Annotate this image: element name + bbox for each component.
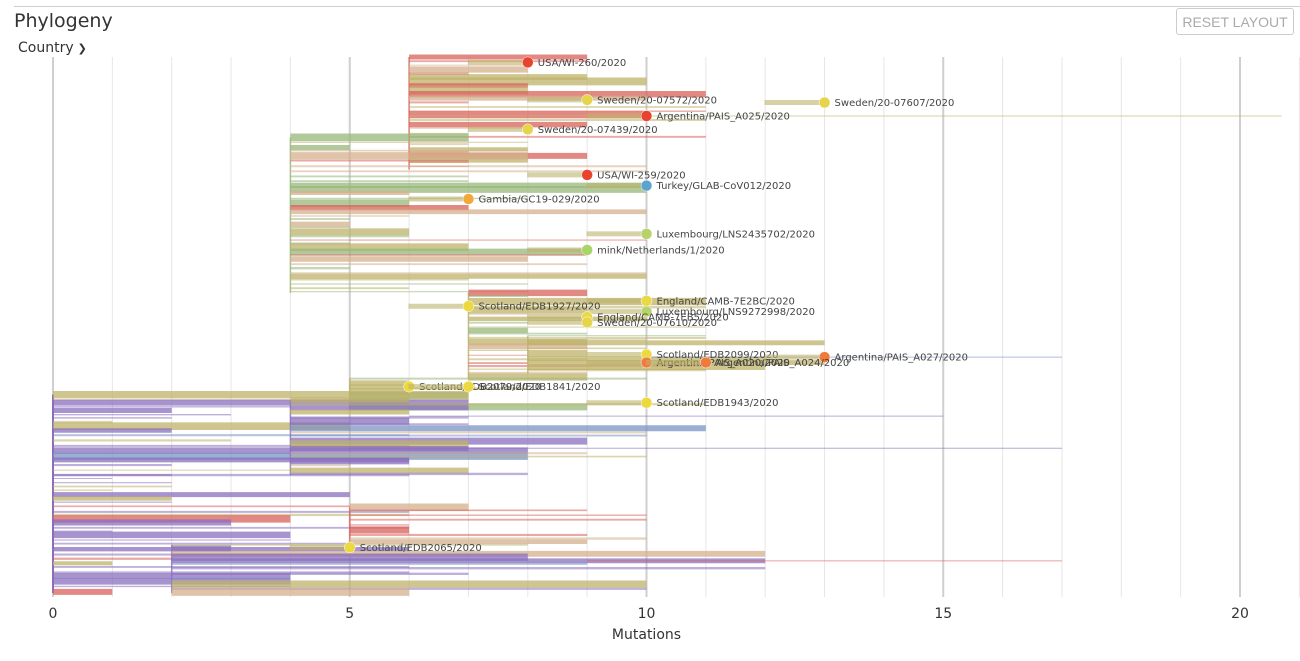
tip-label: mink/Netherlands/1/2020 bbox=[597, 245, 725, 256]
tip-marker[interactable] bbox=[818, 96, 831, 109]
x-tick-label: 20 bbox=[1231, 606, 1249, 622]
tip-marker[interactable] bbox=[522, 123, 534, 136]
tip-marker[interactable] bbox=[640, 110, 653, 122]
tip-node[interactable]: Argentina/PAIS_A024/2020 bbox=[645, 356, 849, 369]
tip-marker[interactable] bbox=[581, 316, 593, 329]
x-axis: 0 5 10 15 20 Mutations bbox=[49, 606, 1249, 643]
tip-node[interactable]: Scotland/EDB1927/2020 bbox=[408, 300, 600, 313]
tip-node[interactable]: mink/Netherlands/1/2020 bbox=[527, 244, 725, 256]
tip-node[interactable]: Scotland/EDB1841/2020 bbox=[408, 380, 600, 393]
tip-node[interactable]: USA/WI-259/2020 bbox=[527, 169, 686, 181]
tip-marker[interactable] bbox=[640, 295, 653, 307]
tip-label: Sweden/20-07572/2020 bbox=[597, 95, 717, 106]
tip-label: Argentina/PAIS_A027/2020 bbox=[835, 353, 968, 364]
color-by-label: Country bbox=[18, 40, 74, 56]
branches bbox=[52, 54, 1282, 596]
tip-node[interactable]: Turkey/GLAB-CoV012/2020 bbox=[586, 179, 792, 192]
tip-node[interactable]: Sweden/20-07607/2020 bbox=[764, 96, 955, 109]
tip-node[interactable]: USA/WI-260/2020 bbox=[467, 56, 626, 69]
tip-label: Scotland/EDB2079/2020 bbox=[419, 382, 541, 393]
x-tick-label: 0 bbox=[49, 606, 58, 622]
tip-node[interactable]: Scotland/EDB2065/2020 bbox=[289, 541, 482, 554]
tip-node[interactable]: Scotland/EDB2099/2020 bbox=[586, 348, 779, 361]
tip-marker[interactable] bbox=[522, 56, 534, 69]
tip-node[interactable]: Luxembourg/LNS9272998/2020 bbox=[586, 305, 815, 318]
x-tick-label: 15 bbox=[934, 606, 952, 622]
tip-node[interactable]: Sweden/20-07572/2020 bbox=[527, 94, 717, 106]
tip-label: Scotland/EDB1943/2020 bbox=[657, 398, 779, 409]
tip-marker[interactable] bbox=[581, 169, 593, 181]
x-tick-label: 5 bbox=[345, 606, 354, 622]
tips: USA/WI-260/2020 Sweden/20-07572/2020 Swede… bbox=[289, 56, 968, 554]
tip-marker[interactable] bbox=[640, 305, 653, 318]
panel-title: Phylogeny bbox=[14, 10, 113, 32]
tip-label: USA/WI-259/2020 bbox=[597, 170, 685, 181]
tip-label: Luxembourg/LNS9272998/2020 bbox=[657, 307, 815, 318]
tip-label: Sweden/20-07610/2020 bbox=[597, 318, 717, 329]
tip-node[interactable]: Gambia/GC19-029/2020 bbox=[408, 193, 600, 206]
tip-node[interactable]: Sweden/20-07610/2020 bbox=[527, 316, 717, 329]
color-by-dropdown[interactable]: Country ❯ bbox=[18, 40, 87, 56]
tip-label: Gambia/GC19-029/2020 bbox=[478, 195, 599, 206]
x-tick-label: 10 bbox=[638, 606, 656, 622]
tip-node[interactable]: Argentina/PAIS_A025/2020 bbox=[586, 110, 790, 122]
reset-layout-button[interactable]: RESET LAYOUT bbox=[1176, 8, 1294, 35]
tip-node[interactable]: Scotland/EDB1943/2020 bbox=[586, 396, 779, 409]
tip-marker[interactable] bbox=[640, 228, 653, 240]
chevron-down-icon: ❯ bbox=[77, 42, 87, 55]
tip-label: Argentina/PAIS_A025/2020 bbox=[657, 111, 790, 122]
tip-label: Argentina/PAIS_A024/2020 bbox=[716, 358, 849, 369]
tip-label: Scotland/EDB2065/2020 bbox=[360, 543, 482, 554]
tip-marker[interactable] bbox=[462, 380, 475, 393]
tip-marker[interactable] bbox=[581, 94, 593, 106]
tip-label: England/CAMB-7E2BC/2020 bbox=[657, 296, 795, 307]
tip-marker[interactable] bbox=[462, 300, 475, 312]
tip-marker[interactable] bbox=[700, 356, 712, 369]
header-divider bbox=[14, 6, 1300, 7]
tip-label: Sweden/20-07439/2020 bbox=[538, 125, 658, 136]
tip-node[interactable]: Luxembourg/LNS2435702/2020 bbox=[586, 228, 815, 240]
x-axis-title: Mutations bbox=[612, 627, 681, 643]
tip-label: England/CAMB-7EB5/2020 bbox=[597, 312, 729, 323]
tip-marker[interactable] bbox=[640, 396, 653, 409]
tip-marker[interactable] bbox=[640, 179, 653, 192]
tip-label: Scotland/EDB1927/2020 bbox=[478, 302, 600, 313]
tip-label: Argentina/PAIS_A020/2020 bbox=[657, 358, 790, 369]
tip-marker[interactable] bbox=[462, 193, 475, 205]
tip-label: Turkey/GLAB-CoV012/2020 bbox=[656, 181, 792, 192]
tip-label: Scotland/EDB1841/2020 bbox=[478, 382, 600, 393]
tip-marker[interactable] bbox=[581, 244, 593, 256]
tip-label: Sweden/20-07607/2020 bbox=[835, 98, 955, 109]
tip-label: Luxembourg/LNS2435702/2020 bbox=[657, 229, 815, 240]
tip-label: Scotland/EDB2099/2020 bbox=[657, 350, 779, 361]
tip-marker[interactable] bbox=[344, 541, 356, 554]
tip-node[interactable]: England/CAMB-7E2BC/2020 bbox=[586, 295, 795, 307]
tip-marker[interactable] bbox=[818, 351, 831, 363]
tip-node[interactable]: Argentina/PAIS_A027/2020 bbox=[764, 351, 968, 364]
tip-label: USA/WI-260/2020 bbox=[538, 58, 626, 69]
tip-node[interactable]: Sweden/20-07439/2020 bbox=[467, 123, 658, 136]
